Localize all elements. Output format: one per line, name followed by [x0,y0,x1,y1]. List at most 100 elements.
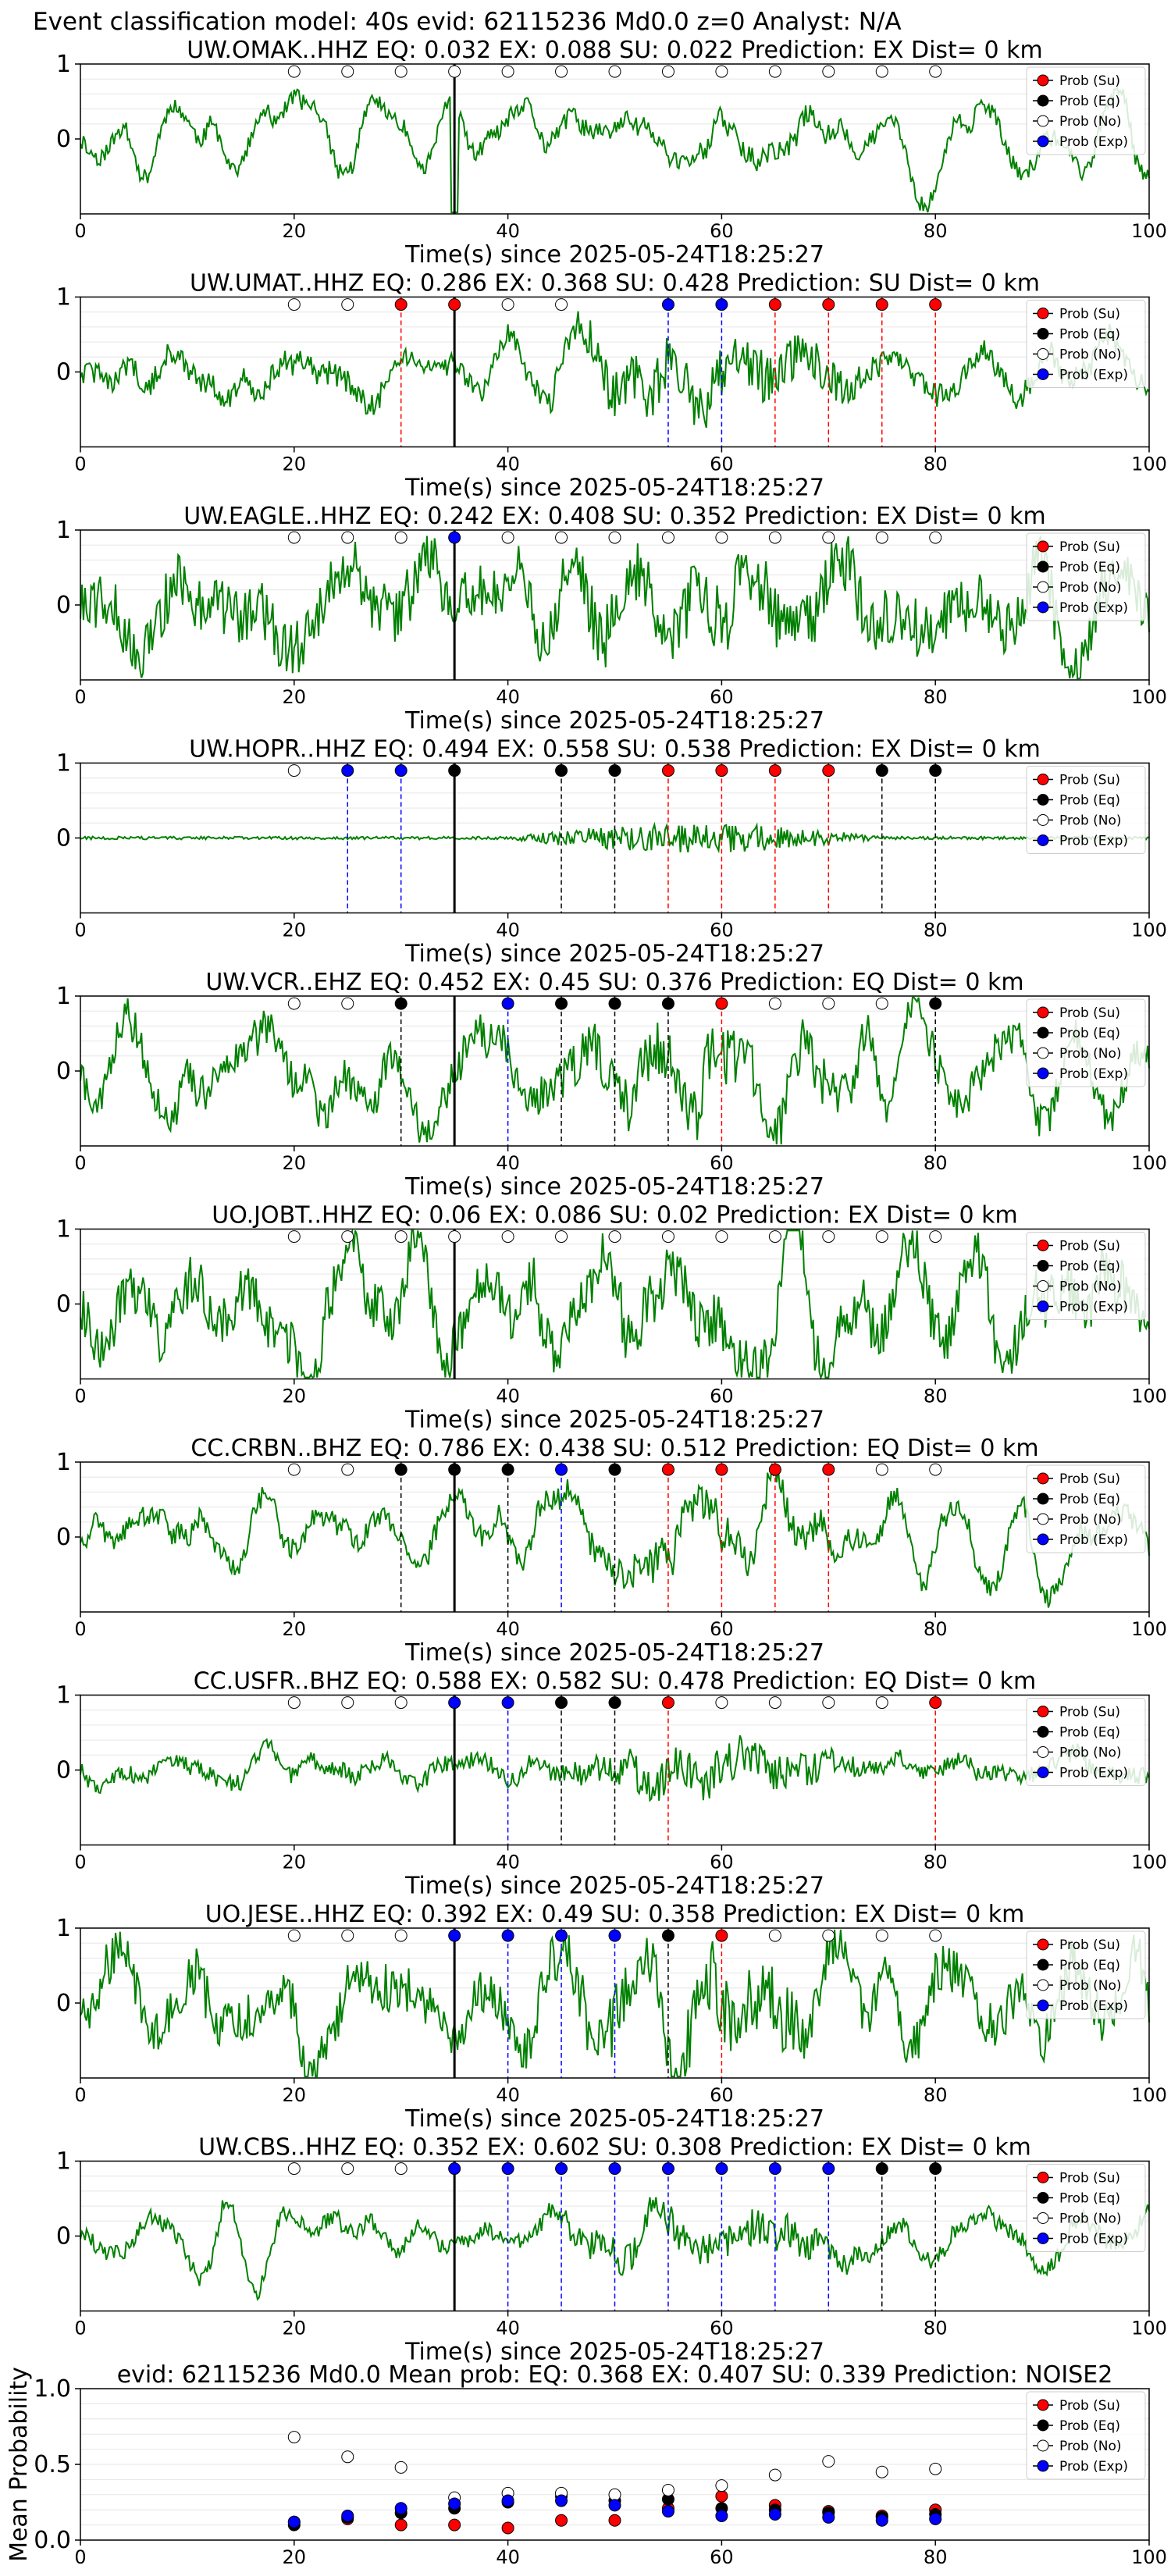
prob-point [394,298,408,311]
x-tick-label: 20 [283,1618,307,1640]
legend-marker [1037,1706,1049,1717]
prob-point [608,1463,621,1476]
legend-label: Prob (Su) [1059,1705,1120,1720]
prob-point [501,2162,514,2176]
mean-probability-panel: evid: 62115236 Md0.0 Mean prob: EQ: 0.36… [5,2361,1167,2568]
mean-prob-point [341,2509,354,2522]
legend-label: Prob (Su) [1059,2171,1120,2186]
mean-prob-point [555,2514,568,2527]
x-tick-label: 40 [496,2084,520,2106]
x-tick-label: 80 [924,2084,948,2106]
y-tick-label: 1 [56,2148,71,2176]
x-tick-label: 60 [710,1386,734,1407]
x-tick-label: 0 [74,2318,86,2339]
legend-marker [1037,1767,1049,1778]
legend-marker [1037,2419,1049,2432]
prob-point [608,764,621,777]
x-tick-label: 60 [710,1152,734,1174]
prob-point [768,1230,781,1244]
prob-point [341,1696,354,1710]
y-tick-label: 1 [56,517,71,544]
prob-point [822,298,835,311]
x-tick-label: 0 [74,920,86,941]
x-tick-label: 100 [1131,454,1167,475]
prob-point [501,531,514,544]
x-tick-label: 100 [1131,1386,1167,1407]
prob-point [341,997,354,1010]
x-tick-label: 40 [496,454,520,475]
legend-label: Prob (Exp) [1059,1998,1128,2014]
prob-point [501,65,514,78]
waveform-trace [80,2197,1150,2301]
prob-point [929,65,942,78]
legend-marker [1037,1280,1049,1292]
prob-point [341,1463,354,1476]
legend-label: Prob (Exp) [1059,1066,1128,1082]
mean-prob-point [715,2479,728,2492]
prob-point [394,764,408,777]
panel-title: UW.VCR..EHZ EQ: 0.452 EX: 0.45 SU: 0.376… [205,969,1023,996]
legend-box [1026,766,1146,854]
x-tick-label: 40 [496,686,520,708]
panel-title: UW.UMAT..HHZ EQ: 0.286 EX: 0.368 SU: 0.4… [190,270,1040,297]
legend-box [1026,2391,1146,2480]
x-axis-label: Time(s) since 2025-05-24T18:25:27 [404,1873,824,1900]
x-tick-label: 40 [496,920,520,941]
legend-label: Prob (No) [1059,2439,1122,2454]
panel-title: UO.JOBT..HHZ EQ: 0.06 EX: 0.086 SU: 0.02… [212,1202,1018,1229]
prob-point [287,997,301,1010]
x-tick-label: 60 [710,220,734,242]
prob-point [661,997,674,1010]
legend-label: Prob (No) [1059,580,1122,596]
prob-point [929,1696,942,1710]
station-panel: UW.HOPR..HHZ EQ: 0.494 EX: 0.558 SU: 0.5… [56,736,1167,968]
y-tick-label: 1 [56,750,71,777]
legend-marker [1037,540,1049,553]
legend-marker [1037,1938,1049,1951]
x-tick-label: 80 [924,2318,948,2339]
legend-marker [1037,774,1049,785]
prob-point [287,1463,301,1476]
prob-point [555,997,568,1010]
legend-label: Prob (No) [1059,114,1122,130]
y-tick-label: 0 [56,592,71,619]
legend-marker [1037,814,1049,826]
legend-label: Prob (Exp) [1059,368,1128,383]
mean-prob-point [501,2494,514,2507]
legend-label: Prob (Eq) [1059,1958,1120,1973]
legend-label: Prob (Exp) [1059,2459,1128,2475]
x-tick-label: 100 [1131,1152,1167,1174]
y-tick-label: 0 [56,359,71,386]
prob-point [929,298,942,311]
x-tick-label: 0 [74,2546,86,2568]
legend-label: Prob (Su) [1059,1005,1120,1021]
prob-point [608,997,621,1010]
x-tick-label: 40 [496,2546,520,2568]
station-panel: UO.JOBT..HHZ EQ: 0.06 EX: 0.086 SU: 0.02… [56,1202,1167,1434]
x-axis-label: Time(s) since 2025-05-24T18:25:27 [404,1407,824,1434]
prob-point [929,764,942,777]
legend-label: Prob (Su) [1059,1239,1120,1254]
legend-label: Prob (Eq) [1059,560,1120,575]
waveform-trace [80,311,1150,429]
x-tick-label: 100 [1131,2318,1167,2339]
prob-point [768,531,781,544]
x-axis-label: Time(s) since 2025-05-24T18:25:27 [404,2105,824,2133]
legend-marker [1037,2172,1049,2183]
prob-point [287,531,301,544]
prob-point [394,1929,408,1942]
prob-point [608,1929,621,1942]
prob-point [661,298,674,311]
prob-point [768,2162,781,2176]
legend-marker [1037,1726,1049,1738]
x-tick-label: 80 [924,920,948,941]
legend-label: Prob (Eq) [1059,1492,1120,1507]
legend-label: Prob (Eq) [1059,327,1120,343]
prob-point [715,1696,728,1710]
mean-prob-point [287,2431,301,2444]
x-tick-label: 80 [924,2546,948,2568]
legend-marker [1037,1493,1049,1505]
x-tick-label: 100 [1131,220,1167,242]
prob-point [822,2162,835,2176]
x-tick-label: 100 [1131,2084,1167,2106]
